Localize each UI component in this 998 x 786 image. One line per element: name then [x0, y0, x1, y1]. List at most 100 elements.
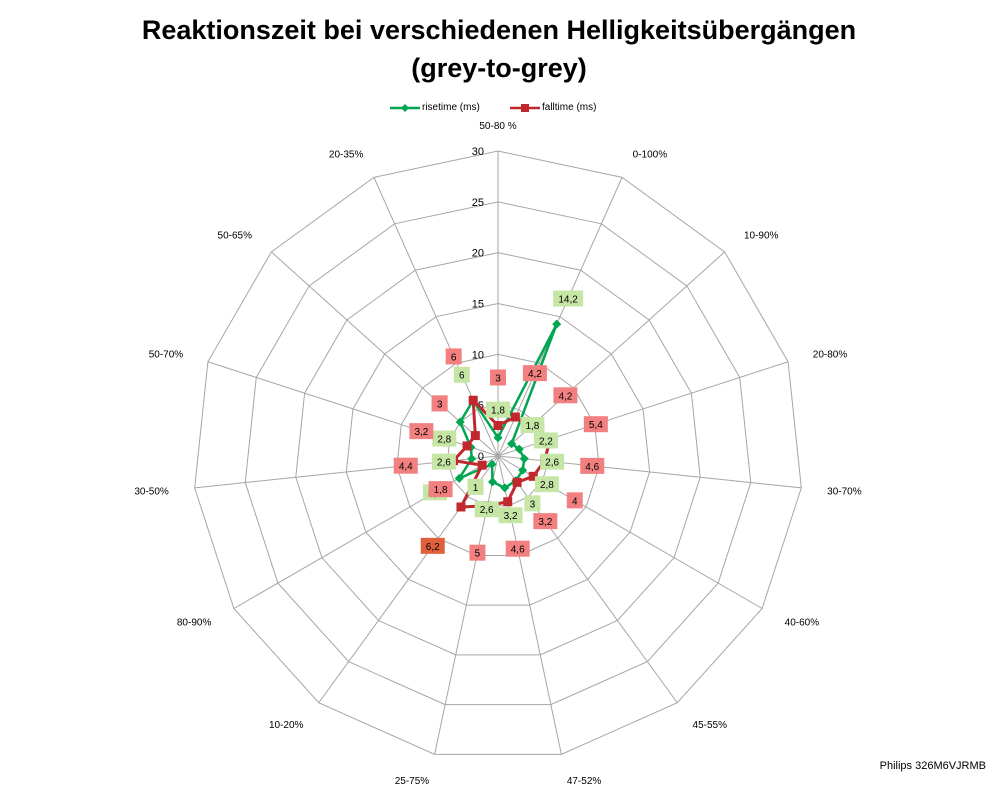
- falltime-point: [462, 441, 472, 451]
- risetime-point: [500, 483, 510, 493]
- legend-rise-line-icon: [390, 104, 420, 112]
- risetime-data-label: 2,2: [539, 436, 553, 447]
- risetime-data-label: 1,8: [491, 406, 505, 417]
- grid-ring-20: [295, 252, 701, 656]
- category-label: 50-80 %: [479, 121, 516, 132]
- risetime-data-label: 2,6: [545, 458, 559, 469]
- data-label-bg: [505, 540, 530, 557]
- falltime-data-label: 5,4: [589, 420, 603, 431]
- risetime-data-label: 2,6: [480, 505, 494, 516]
- grid-spoke-13: [271, 251, 499, 457]
- category-label: 47-52%: [567, 776, 602, 786]
- radial-tick-label: 10: [472, 349, 484, 361]
- legend-label-falltime: falltime (ms): [542, 102, 597, 113]
- category-label: 20-80%: [813, 350, 848, 361]
- grid-ring-15: [345, 302, 651, 606]
- falltime-data-label: 1,8: [434, 485, 448, 496]
- legend-fall-line-icon: [510, 104, 540, 112]
- risetime-point: [467, 454, 477, 464]
- grid-ring-10: [396, 353, 600, 556]
- risetime-data-label: 3: [530, 499, 536, 510]
- falltime-data-label: 4: [572, 496, 578, 507]
- category-label: 80-90%: [177, 618, 212, 629]
- chart-title-line1: Reaktionszeit bei verschiedenen Helligke…: [141, 15, 857, 45]
- category-label: 0-100%: [633, 150, 668, 161]
- risetime-point: [552, 319, 562, 329]
- risetime-point: [493, 433, 503, 443]
- grid-spoke-1: [497, 177, 623, 457]
- risetime-point: [514, 444, 524, 454]
- risetime-point: [507, 439, 517, 449]
- falltime-data-label: 4,4: [399, 462, 413, 473]
- data-label-bg: [445, 348, 462, 365]
- falltime-point: [468, 395, 478, 405]
- legend-label-risetime: risetime (ms): [422, 102, 480, 113]
- falltime-point: [528, 471, 538, 481]
- falltime-data-label: 3: [437, 399, 443, 410]
- falltime-data-label: 6: [451, 352, 457, 363]
- risetime-point: [518, 465, 528, 475]
- risetime-data-label: 2,8: [540, 480, 554, 491]
- data-label-bg: [524, 495, 541, 512]
- data-label-bg: [583, 416, 608, 433]
- radial-tick-label: 30: [472, 146, 484, 158]
- data-label-bg: [522, 365, 547, 382]
- series-line-risetime: [458, 322, 558, 490]
- data-label-bg: [580, 457, 605, 474]
- falltime-data-label: 3: [495, 374, 501, 385]
- data-label-bg: [428, 481, 453, 498]
- data-label-bg: [553, 290, 584, 307]
- category-label: 20-35%: [329, 150, 364, 161]
- falltime-point: [493, 421, 503, 430]
- falltime-data-label: 4,2: [528, 369, 542, 380]
- risetime-data-label: 3,2: [504, 511, 518, 522]
- risetime-point: [455, 417, 465, 427]
- data-label-bg: [474, 501, 499, 518]
- category-label: 50-65%: [218, 231, 253, 242]
- grid-spoke-10: [233, 455, 499, 609]
- falltime-data-label: 3,2: [538, 517, 552, 528]
- data-label-bg: [490, 369, 506, 386]
- category-label: 25-75%: [395, 776, 430, 786]
- data-label-bg: [432, 430, 457, 447]
- falltime-data-label: 4,2: [558, 391, 572, 402]
- category-label: 50-70%: [149, 350, 184, 361]
- category-label: 30-70%: [827, 487, 862, 498]
- grid-ring-30: [194, 150, 802, 755]
- data-label-bg: [534, 476, 559, 493]
- falltime-data-label: 3,2: [414, 427, 428, 438]
- risetime-data-label: 2,8: [437, 435, 451, 446]
- data-label-bg: [520, 417, 545, 434]
- falltime-point: [456, 502, 466, 512]
- data-label-bg: [409, 423, 434, 440]
- falltime-data-label: 5: [475, 549, 481, 560]
- risetime-data-label: 2,6: [437, 458, 451, 469]
- risetime-data-label: 1,8: [525, 421, 539, 432]
- falltime-point: [470, 431, 480, 441]
- risetime-point: [519, 454, 529, 464]
- falltime-point: [477, 460, 487, 470]
- data-label-bg: [467, 478, 484, 495]
- grid-ring-25: [244, 201, 752, 706]
- falltime-point: [512, 477, 522, 487]
- data-labels-layer: 1,814,21,82,22,62,833,22,614,42,62,85634…: [393, 290, 608, 561]
- risetime-data-label: 1: [473, 483, 479, 494]
- data-label-bg: [498, 507, 523, 524]
- category-label: 30-50%: [134, 487, 169, 498]
- grid-spoke-14: [373, 177, 499, 457]
- chart-title-line2: (grey-to-grey): [411, 53, 587, 83]
- radial-tick-label: 20: [472, 248, 484, 260]
- risetime-data-label: 6: [459, 371, 465, 382]
- data-label-bg: [431, 395, 448, 412]
- category-label: 10-90%: [744, 231, 779, 242]
- data-label-bg: [453, 366, 470, 383]
- data-label-bg: [469, 544, 486, 561]
- watermark-text: Philips 326M6VJRMB: [879, 760, 986, 772]
- falltime-data-label: 4,6: [585, 462, 599, 473]
- category-label: 40-60%: [785, 618, 820, 629]
- category-label: 10-20%: [269, 720, 304, 731]
- risetime-data-label: 14,2: [558, 295, 578, 306]
- data-label-bg: [431, 453, 456, 470]
- grid-spoke-6: [497, 455, 678, 704]
- falltime-point: [510, 412, 520, 422]
